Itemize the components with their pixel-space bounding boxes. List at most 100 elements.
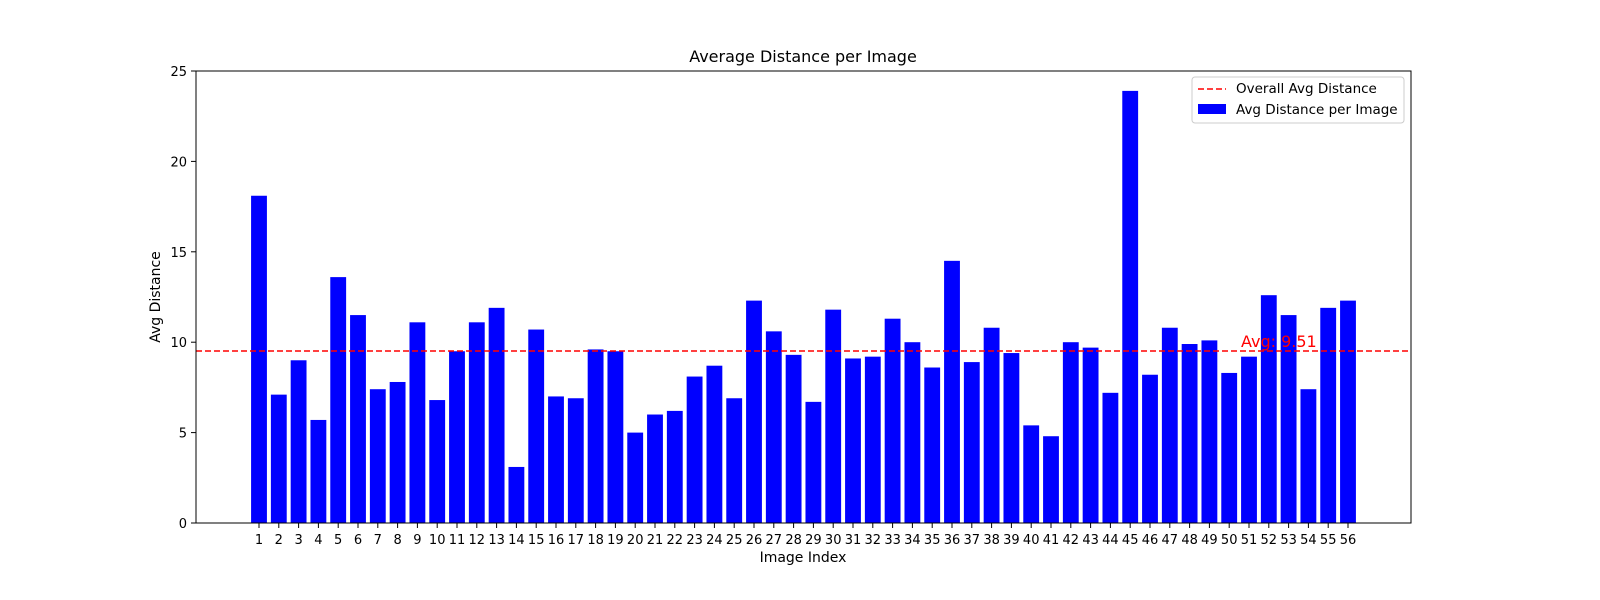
legend-box bbox=[1191, 76, 1405, 124]
bar-image-2 bbox=[270, 394, 287, 523]
bar-image-1 bbox=[251, 195, 267, 523]
bar-image-29 bbox=[805, 401, 822, 523]
x-tick-label: 25 bbox=[726, 533, 743, 548]
legend-bar-swatch bbox=[1198, 104, 1226, 114]
x-tick-label: 54 bbox=[1300, 533, 1317, 548]
x-tick-label: 15 bbox=[528, 533, 545, 548]
y-axis-label: Avg Distance bbox=[148, 251, 164, 343]
x-tick-label: 26 bbox=[746, 533, 763, 548]
bar-image-23 bbox=[686, 376, 703, 523]
bar-image-30 bbox=[825, 309, 842, 523]
x-tick-label: 29 bbox=[805, 533, 822, 548]
x-tick-label: 49 bbox=[1201, 533, 1218, 548]
x-tick-label: 28 bbox=[785, 533, 802, 548]
bar-image-45 bbox=[1122, 90, 1139, 523]
x-tick-label: 52 bbox=[1261, 533, 1278, 548]
x-tick-label: 38 bbox=[983, 533, 1000, 548]
bar-image-49 bbox=[1201, 340, 1218, 523]
bar-image-36 bbox=[944, 260, 960, 523]
legend-entry-average: Overall Avg Distance bbox=[1236, 81, 1377, 97]
x-tick-label: 31 bbox=[845, 533, 862, 548]
x-tick-label: 41 bbox=[1043, 533, 1060, 548]
x-tick-label: 44 bbox=[1102, 533, 1119, 548]
x-tick-label: 2 bbox=[275, 533, 283, 548]
bar-image-10 bbox=[429, 400, 446, 523]
bar-image-55 bbox=[1320, 307, 1337, 523]
bar-image-44 bbox=[1102, 392, 1119, 523]
bar-image-27 bbox=[765, 331, 782, 523]
y-tick-label: 25 bbox=[170, 65, 187, 80]
bar-image-22 bbox=[666, 410, 683, 523]
x-tick-label: 37 bbox=[964, 533, 981, 548]
x-tick-label: 35 bbox=[924, 533, 941, 548]
x-tick-label: 19 bbox=[607, 533, 624, 548]
x-tick-label: 5 bbox=[334, 533, 342, 548]
x-axis-label: Image Index bbox=[760, 550, 847, 566]
bar-image-12 bbox=[468, 322, 485, 523]
x-tick-label: 55 bbox=[1320, 533, 1337, 548]
bar-image-9 bbox=[409, 322, 426, 523]
x-tick-label: 17 bbox=[568, 533, 585, 548]
bar-image-35 bbox=[924, 367, 941, 523]
bar-image-11 bbox=[449, 351, 465, 523]
plot-frame bbox=[195, 70, 1412, 524]
bar-image-47 bbox=[1161, 327, 1178, 523]
legend-entry-bars: Avg Distance per Image bbox=[1236, 102, 1398, 118]
bar-image-20 bbox=[627, 432, 644, 523]
bar-image-14 bbox=[508, 466, 525, 523]
y-tick-label: 5 bbox=[179, 427, 187, 442]
x-tick-label: 50 bbox=[1221, 533, 1238, 548]
x-tick-label: 39 bbox=[1003, 533, 1020, 548]
bar-image-16 bbox=[548, 396, 564, 523]
x-tick-label: 51 bbox=[1241, 533, 1258, 548]
x-tick-label: 6 bbox=[354, 533, 362, 548]
bar-image-5 bbox=[330, 277, 347, 523]
bar-image-54 bbox=[1300, 389, 1317, 523]
bar-image-38 bbox=[983, 327, 1000, 523]
bar-image-8 bbox=[389, 381, 406, 523]
bar-image-13 bbox=[488, 307, 505, 523]
bar-image-48 bbox=[1181, 344, 1198, 523]
x-tick-label: 27 bbox=[766, 533, 783, 548]
x-tick-label: 46 bbox=[1142, 533, 1159, 548]
bar-image-52 bbox=[1260, 295, 1277, 523]
y-tick-label: 15 bbox=[170, 246, 187, 261]
bar-image-24 bbox=[706, 365, 723, 523]
x-tick-label: 53 bbox=[1280, 533, 1297, 548]
x-tick-label: 1 bbox=[255, 533, 263, 548]
bar-image-6 bbox=[350, 315, 366, 523]
bar-image-17 bbox=[567, 398, 584, 523]
x-tick-label: 18 bbox=[587, 533, 604, 548]
x-tick-label: 3 bbox=[294, 533, 302, 548]
overall-average-label: Avg: 9.51 bbox=[1241, 332, 1317, 351]
x-tick-label: 12 bbox=[469, 533, 486, 548]
bar-image-34 bbox=[904, 342, 921, 523]
x-tick-label: 20 bbox=[627, 533, 644, 548]
legend: Overall Avg Distance Avg Distance per Im… bbox=[1191, 76, 1405, 124]
x-tick-label: 48 bbox=[1181, 533, 1198, 548]
bar-image-39 bbox=[1003, 353, 1020, 523]
x-tick-label: 40 bbox=[1023, 533, 1040, 548]
bar-image-40 bbox=[1023, 425, 1040, 523]
bar-image-25 bbox=[726, 398, 743, 523]
bar-image-41 bbox=[1043, 436, 1059, 523]
bar-image-42 bbox=[1062, 342, 1079, 523]
x-tick-label: 30 bbox=[825, 533, 842, 548]
bar-image-26 bbox=[746, 300, 762, 523]
x-tick-label: 14 bbox=[508, 533, 525, 548]
bar-image-33 bbox=[884, 318, 901, 523]
bar-image-18 bbox=[587, 349, 604, 523]
x-tick-label: 43 bbox=[1082, 533, 1099, 548]
x-tick-label: 16 bbox=[548, 533, 565, 548]
bar-image-3 bbox=[290, 360, 307, 523]
x-tick-label: 21 bbox=[647, 533, 664, 548]
x-tick-label: 24 bbox=[706, 533, 723, 548]
x-tick-label: 8 bbox=[393, 533, 401, 548]
y-tick-label: 10 bbox=[170, 336, 187, 351]
bar-image-56 bbox=[1340, 300, 1356, 523]
bar-image-28 bbox=[785, 354, 802, 523]
x-tick-label: 7 bbox=[374, 533, 382, 548]
x-tick-label: 32 bbox=[865, 533, 882, 548]
x-axis-ticks: 1 2 3 4 5 6 7 8 9 10 11 12 13 14 15 16 17 18 19 20 21 22 23 24 2… bbox=[255, 523, 1356, 548]
bar-image-51 bbox=[1241, 356, 1257, 523]
